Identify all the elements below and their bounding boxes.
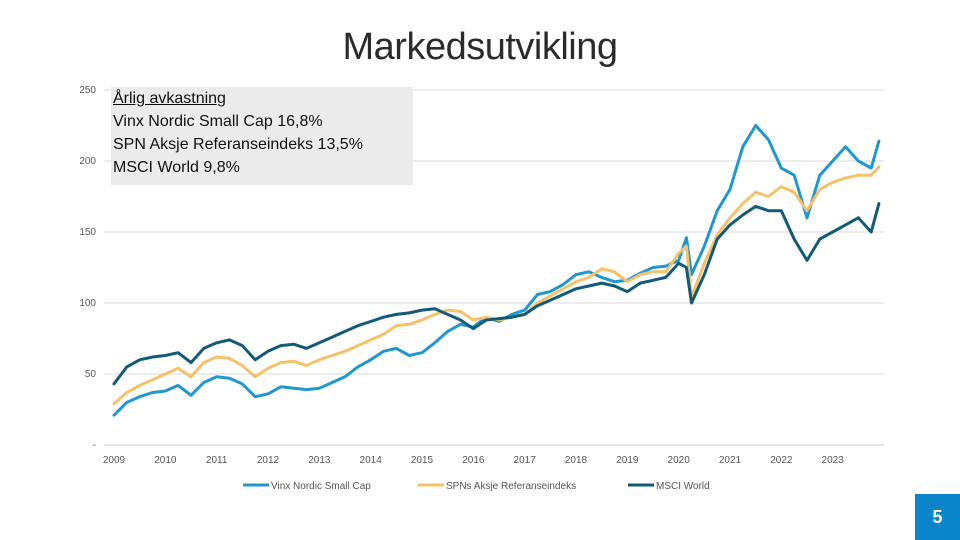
x-tick-label: 2023 — [822, 455, 845, 466]
annotation-title: Årlig avkastning — [113, 90, 226, 107]
legend-label: SPNs Aksje Referanseindeks — [446, 481, 576, 492]
x-tick-label: 2021 — [719, 455, 742, 466]
x-tick-label: 2013 — [308, 455, 331, 466]
series-line-1 — [112, 165, 881, 406]
x-tick-label: 2015 — [411, 455, 434, 466]
x-tick-label: 2016 — [462, 455, 485, 466]
page-number-badge: 5 — [915, 494, 960, 540]
annotation-line-vinx: Vinx Nordic Small Cap 16,8% — [113, 113, 323, 130]
y-tick-label: - — [93, 440, 96, 451]
x-tick-label: 2014 — [360, 455, 383, 466]
y-tick-label: 150 — [79, 227, 96, 238]
y-tick-label: 250 — [79, 85, 96, 96]
x-tick-label: 2022 — [770, 455, 793, 466]
slide-title: Markedsutvikling — [342, 26, 619, 68]
x-tick-label: 2019 — [616, 455, 639, 466]
series-line-2 — [112, 202, 881, 386]
annotation-line-msci: MSCI World 9,8% — [113, 159, 240, 176]
legend-label: MSCI World — [656, 481, 710, 492]
y-tick-label: 100 — [79, 298, 96, 309]
x-tick-label: 2009 — [103, 455, 126, 466]
annotation-box — [111, 87, 413, 185]
y-tick-label: 200 — [79, 156, 96, 167]
x-tick-label: 2010 — [154, 455, 177, 466]
x-tick-label: 2011 — [206, 455, 228, 466]
y-tick-label: 50 — [85, 369, 97, 380]
x-tick-label: 2012 — [257, 455, 280, 466]
x-tick-label: 2020 — [668, 455, 691, 466]
x-tick-label: 2017 — [514, 455, 537, 466]
x-tick-label: 2018 — [565, 455, 588, 466]
legend-label: Vinx Nordic Small Cap — [271, 481, 371, 492]
annotation-line-spn: SPN Aksje Referanseindeks 13,5% — [113, 136, 363, 153]
